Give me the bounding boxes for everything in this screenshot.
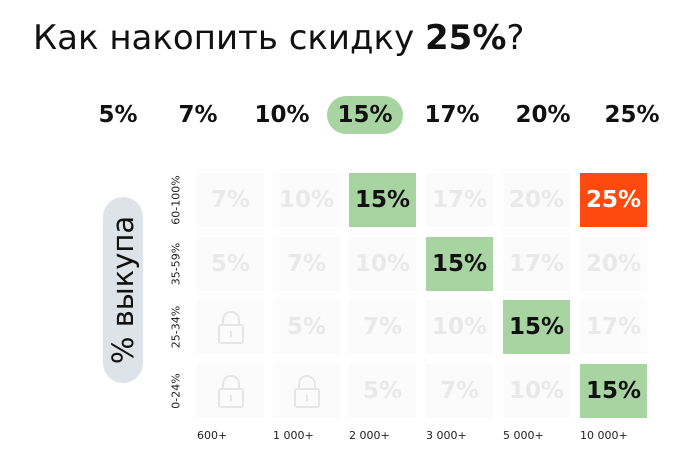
discount-cell: 10% [503,364,570,418]
discount-cell: 5% [197,237,264,291]
discount-cell: 15% [349,173,416,227]
discount-cell: 5% [273,300,340,354]
title-bold: 25% [425,18,507,58]
discount-cell: 7% [273,237,340,291]
lock-icon [218,311,244,344]
discount-cell: 20% [503,173,570,227]
header-value: 10% [254,102,310,128]
discount-cell: 10% [273,173,340,227]
column-label: 10 000+ [580,429,628,442]
discount-cell: 15% [426,237,493,291]
discount-cell: 5% [349,364,416,418]
title-text: Как накопить скидку [33,18,425,58]
column-label: 600+ [197,429,228,442]
discount-cell: 10% [426,300,493,354]
discount-cell: 15% [580,364,647,418]
discount-cell: 7% [197,173,264,227]
header-value: 20% [515,102,571,128]
discount-cell: 17% [503,237,570,291]
header-value: 15% [327,96,403,134]
discount-cell: 17% [426,173,493,227]
column-label: 3 000+ [426,429,467,442]
axis-label: % выкупа [106,215,140,365]
header-value: 5% [98,102,138,128]
header-value: 25% [604,102,660,128]
locked-cell [197,364,264,418]
discount-cell: 10% [349,237,416,291]
locked-cell [197,300,264,354]
row-label: 0-24% [169,373,183,409]
row-label: 60-100% [169,175,183,225]
header-value: 17% [424,102,480,128]
axis-pill: % выкупа [103,197,143,383]
discount-cell: 15% [503,300,570,354]
title-end: ? [506,18,525,58]
row-label: 35-59% [169,242,183,286]
title: Как накопить скидку 25%? [33,18,524,58]
column-label: 1 000+ [273,429,314,442]
locked-cell [273,364,340,418]
column-label: 2 000+ [349,429,390,442]
header-value: 7% [178,102,218,128]
column-label: 5 000+ [503,429,544,442]
lock-icon [218,375,244,408]
discount-cell: 17% [580,300,647,354]
row-label: 25-34% [169,305,183,349]
discount-cell: 25% [580,173,647,227]
discount-cell: 7% [426,364,493,418]
lock-icon [294,375,320,408]
discount-cell: 20% [580,237,647,291]
discount-cell: 7% [349,300,416,354]
